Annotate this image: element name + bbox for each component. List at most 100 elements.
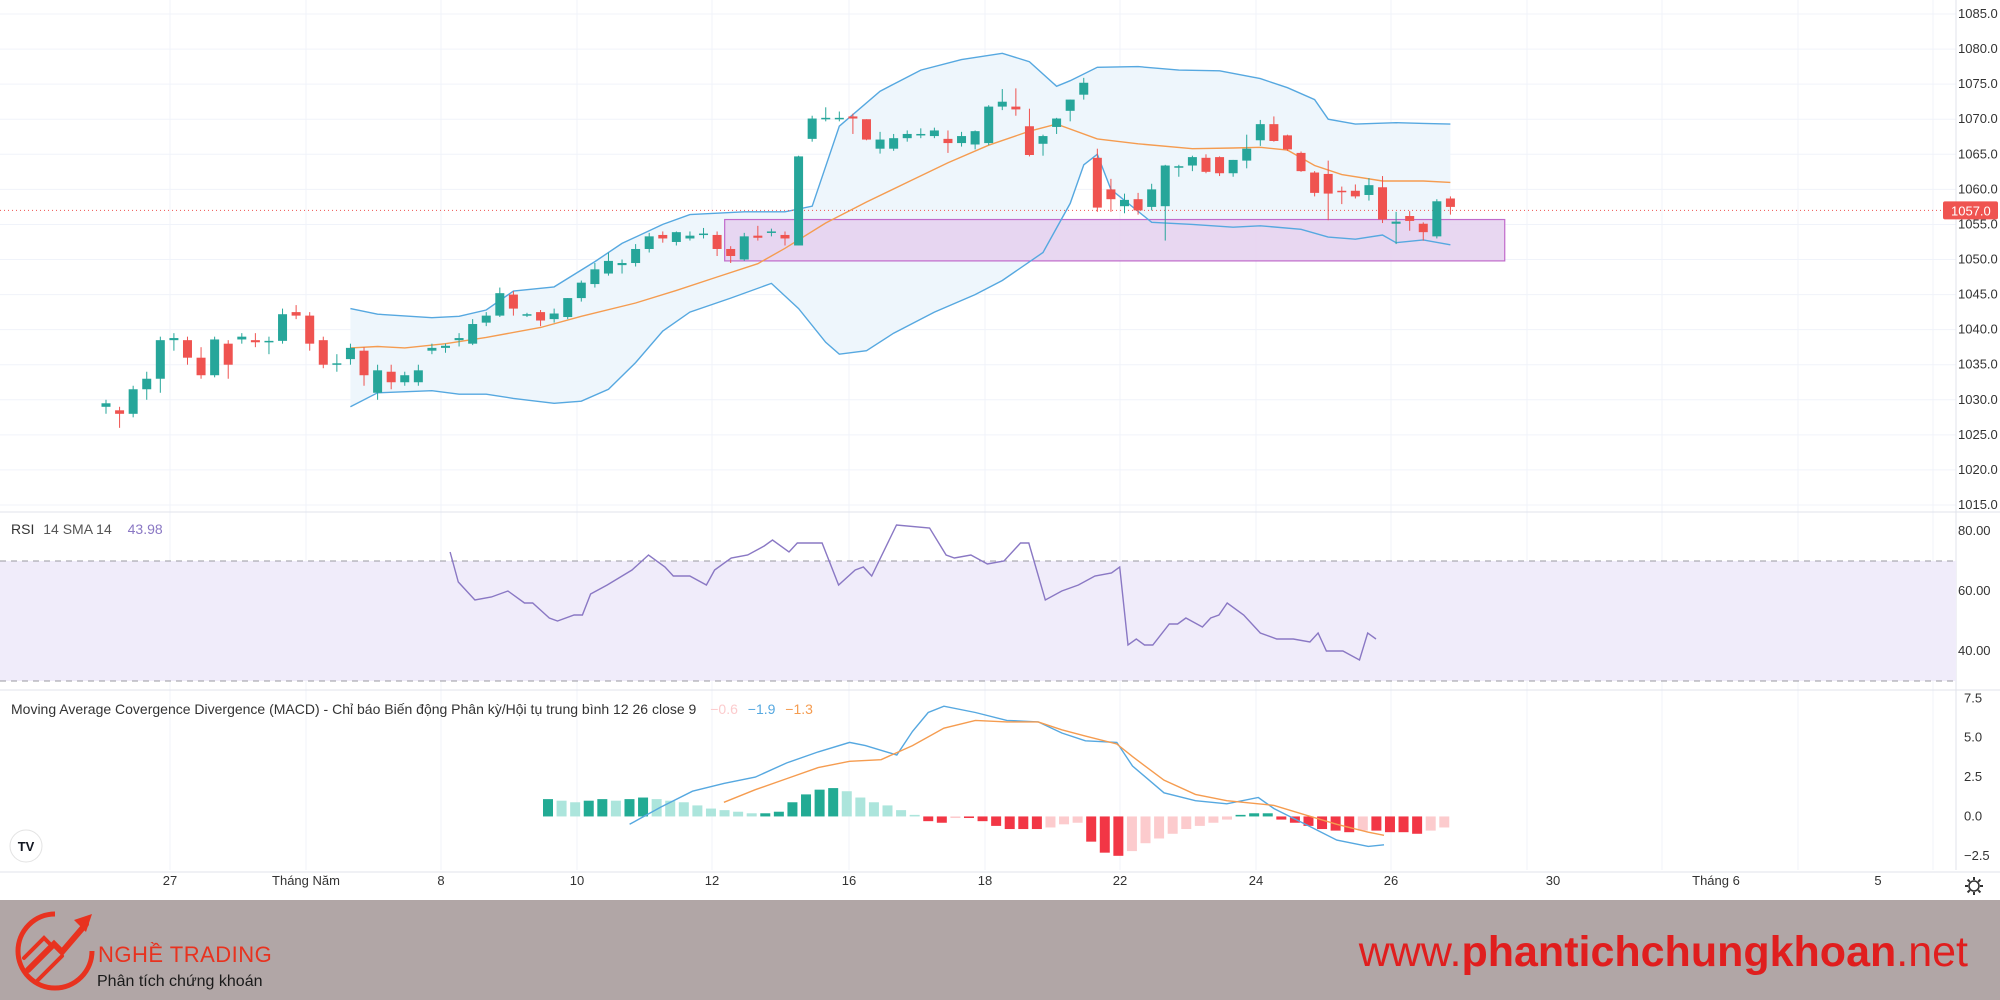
candle[interactable]	[536, 310, 546, 327]
candle[interactable]	[522, 312, 532, 318]
candle[interactable]	[794, 155, 804, 246]
candle[interactable]	[1350, 184, 1360, 199]
candle[interactable]	[1065, 99, 1075, 122]
candle[interactable]	[712, 231, 722, 256]
candle[interactable]	[223, 340, 233, 379]
candle[interactable]	[305, 312, 315, 351]
candle[interactable]	[1242, 134, 1252, 169]
candle[interactable]	[1147, 183, 1157, 211]
candle[interactable]	[318, 336, 328, 369]
macd-pane[interactable]: −2.5 0.0 2.5 5.0 7.5	[543, 690, 1990, 863]
settings-gear-icon[interactable]	[1965, 877, 1983, 895]
candle[interactable]	[957, 131, 967, 147]
candle[interactable]	[237, 333, 247, 344]
candle[interactable]	[196, 347, 206, 379]
candle[interactable]	[631, 244, 641, 267]
candle[interactable]	[658, 231, 668, 243]
candle[interactable]	[739, 232, 749, 261]
candle[interactable]	[1187, 155, 1197, 172]
last-price-tag[interactable]: 1057.0	[1943, 201, 1998, 220]
candle[interactable]	[142, 371, 152, 400]
candle[interactable]	[807, 115, 817, 142]
candle[interactable]	[889, 133, 899, 151]
candle[interactable]	[1092, 148, 1102, 212]
candle[interactable]	[902, 130, 912, 142]
candle[interactable]	[590, 263, 600, 288]
candle[interactable]	[1310, 171, 1320, 197]
candle[interactable]	[427, 343, 437, 355]
candle[interactable]	[726, 246, 736, 264]
candle[interactable]	[1038, 134, 1048, 156]
candle[interactable]	[332, 354, 342, 372]
candle[interactable]	[1174, 164, 1184, 177]
candle[interactable]	[766, 228, 776, 237]
candle[interactable]	[291, 305, 301, 320]
candle[interactable]	[1445, 196, 1455, 215]
candle[interactable]	[1215, 156, 1225, 177]
candle[interactable]	[155, 336, 165, 393]
candle[interactable]	[916, 128, 926, 139]
candle[interactable]	[644, 232, 654, 253]
candle[interactable]	[345, 343, 355, 365]
candle[interactable]	[1228, 159, 1238, 177]
candle[interactable]	[359, 347, 369, 386]
candle[interactable]	[997, 89, 1007, 111]
candle[interactable]	[1323, 160, 1333, 221]
candle[interactable]	[1418, 222, 1428, 241]
tradingview-logo[interactable]: TV	[9, 829, 43, 863]
candle[interactable]	[481, 312, 491, 327]
candle[interactable]	[984, 105, 994, 146]
candle[interactable]	[441, 343, 450, 353]
candlestick-series[interactable]	[101, 77, 1455, 428]
candle[interactable]	[549, 308, 559, 323]
candle[interactable]	[1296, 151, 1306, 172]
candle[interactable]	[834, 111, 844, 122]
candle[interactable]	[1405, 211, 1415, 231]
candle[interactable]	[210, 336, 220, 378]
candle[interactable]	[1079, 77, 1089, 100]
candle[interactable]	[264, 336, 274, 355]
candle[interactable]	[1133, 192, 1143, 215]
candle[interactable]	[1364, 178, 1374, 201]
candle[interactable]	[1269, 116, 1279, 142]
candle[interactable]	[617, 259, 627, 274]
candle[interactable]	[699, 227, 709, 239]
candle[interactable]	[1052, 117, 1062, 134]
candle[interactable]	[1337, 186, 1347, 205]
candle[interactable]	[373, 364, 383, 400]
candle[interactable]	[685, 231, 695, 241]
support-zone-rect[interactable]	[724, 218, 1506, 262]
candle[interactable]	[1106, 178, 1116, 212]
candle[interactable]	[1282, 134, 1292, 151]
candle[interactable]	[1391, 211, 1401, 245]
candle[interactable]	[1011, 88, 1021, 116]
candle[interactable]	[943, 130, 953, 153]
candle[interactable]	[182, 336, 192, 365]
candle[interactable]	[128, 385, 138, 418]
candle[interactable]	[1201, 154, 1211, 174]
candle[interactable]	[576, 280, 586, 302]
candle[interactable]	[413, 364, 423, 386]
candle[interactable]	[1432, 199, 1442, 239]
candle[interactable]	[563, 298, 573, 320]
candle[interactable]	[848, 113, 858, 134]
candle[interactable]	[1120, 193, 1129, 214]
candle[interactable]	[1024, 108, 1034, 157]
candle[interactable]	[169, 333, 179, 351]
candle[interactable]	[970, 130, 980, 150]
candle[interactable]	[115, 406, 125, 428]
candle[interactable]	[780, 231, 790, 246]
candle[interactable]	[671, 231, 681, 246]
candle[interactable]	[278, 308, 288, 344]
support-zone[interactable]	[724, 218, 1506, 262]
candle[interactable]	[603, 252, 613, 276]
candle[interactable]	[468, 319, 478, 346]
candle[interactable]	[861, 119, 871, 141]
candle[interactable]	[495, 287, 505, 318]
candle[interactable]	[1378, 176, 1388, 224]
candle[interactable]	[508, 291, 518, 316]
candle[interactable]	[400, 371, 410, 386]
rsi-pane[interactable]: 40.00 60.00 80.00	[0, 523, 1991, 682]
candle[interactable]	[821, 107, 831, 122]
website-link[interactable]: www.phantichchungkhoan.net	[1359, 928, 1968, 977]
